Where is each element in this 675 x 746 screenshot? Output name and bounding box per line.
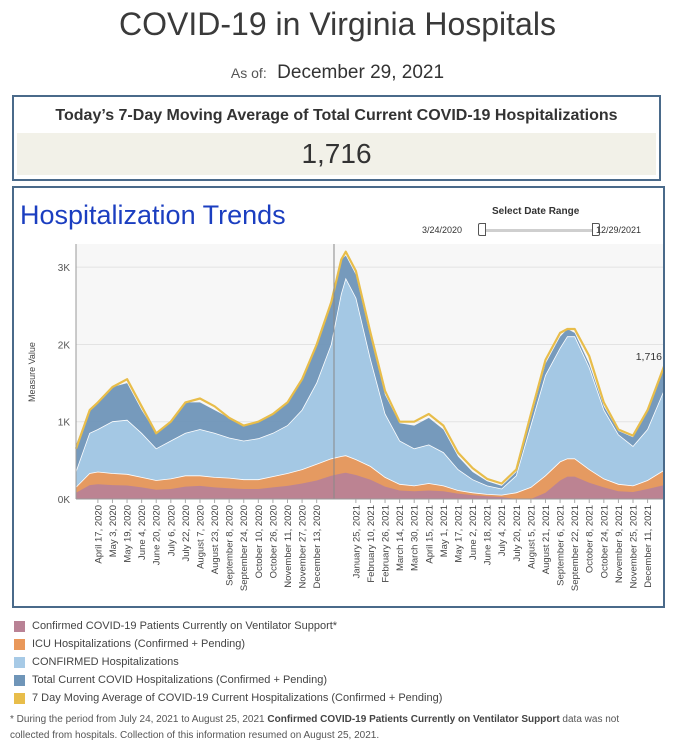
x-tick-label: August 21, 2021: [541, 505, 552, 574]
legend-label: ICU Hospitalizations (Confirmed + Pendin…: [32, 638, 246, 650]
x-tick-label: February 26, 2021: [381, 505, 392, 583]
x-tick-label: November 25, 2021: [629, 505, 640, 588]
x-tick-label: June 2, 2021: [468, 505, 479, 560]
x-tick-label: October 26, 2020: [268, 505, 279, 578]
date-range-end: 12/29/2021: [596, 225, 642, 235]
x-tick-label: July 4, 2021: [497, 505, 508, 556]
legend-swatch: [14, 656, 25, 668]
trends-panel: 0K 1K 2K 3K Measure Value April 17, 2020 May 3…: [12, 186, 665, 608]
x-tick-label: June 20, 2020: [152, 505, 163, 565]
ventilator-area: [76, 472, 663, 499]
last-value-label: 1,716: [636, 351, 662, 363]
as-of-row: As of: December 29, 2021: [0, 62, 675, 84]
date-range-track[interactable]: [483, 229, 595, 232]
x-tick-label: October 8, 2021: [585, 505, 596, 573]
legend-swatch: [14, 620, 25, 632]
footnote-prefix: * During the period from July 24, 2021 t…: [10, 714, 268, 725]
legend-item-total[interactable]: Total Current COVID Hospitalizations (Co…: [14, 671, 442, 689]
date-range-label: Select Date Range: [492, 206, 580, 217]
x-tick-label: June 18, 2021: [483, 505, 494, 565]
legend-swatch: [14, 692, 25, 704]
x-tick-label: November 9, 2021: [614, 505, 625, 583]
legend-swatch: [14, 674, 25, 686]
legend-item-confirmed[interactable]: CONFIRMED Hospitalizations: [14, 653, 442, 671]
x-tick-label: May 19, 2020: [123, 505, 134, 563]
x-tick-label: June 4, 2020: [137, 505, 148, 560]
x-tick-label: July 20, 2021: [512, 505, 523, 562]
x-tick-label: October 10, 2020: [254, 505, 265, 578]
x-tick-label: September 22, 2021: [570, 505, 581, 591]
x-tick-label: September 24, 2020: [239, 505, 250, 591]
x-tick-label: October 24, 2021: [599, 505, 610, 578]
trend-chart[interactable]: 0K 1K 2K 3K Measure Value April 17, 2020 May 3…: [14, 188, 663, 606]
confirmed-area: [75, 277, 663, 500]
moving-average-line: [74, 250, 663, 485]
legend-label: Confirmed COVID-19 Patients Currently on…: [32, 620, 338, 632]
icu-edge: [75, 455, 663, 496]
x-tick-label: July 6, 2020: [166, 505, 177, 556]
x-tick-label: May 3, 2020: [108, 505, 119, 557]
x-tick-label: April 17, 2020: [93, 505, 104, 564]
kpi-panel: Today’s 7-Day Moving Average of Total Cu…: [12, 95, 661, 181]
legend-item-icu[interactable]: ICU Hospitalizations (Confirmed + Pendin…: [14, 635, 442, 653]
x-tick-label: March 14, 2021: [395, 505, 406, 571]
y-tick-label: 2K: [58, 340, 71, 351]
page-title: COVID-19 in Virginia Hospitals: [119, 6, 556, 42]
as-of-date: December 29, 2021: [277, 62, 445, 83]
x-tick-label: March 30, 2021: [410, 505, 421, 571]
chart-legend: Confirmed COVID-19 Patients Currently on…: [14, 617, 442, 707]
x-tick-label: September 8, 2020: [225, 505, 236, 586]
legend-swatch: [14, 638, 25, 650]
y-tick-label: 1K: [58, 418, 71, 429]
y-tick-label: 0K: [58, 495, 71, 506]
x-tick-label: May 1, 2021: [439, 505, 450, 557]
legend-label: CONFIRMED Hospitalizations: [32, 656, 179, 668]
date-range-start-handle[interactable]: [478, 223, 486, 236]
x-tick-label: September 6, 2021: [556, 505, 567, 586]
kpi-heading: Today’s 7-Day Moving Average of Total Cu…: [55, 107, 618, 124]
kpi-value: 1,716: [17, 133, 656, 175]
x-tick-label: November 11, 2020: [283, 505, 294, 588]
x-tick-label: February 10, 2021: [366, 505, 377, 583]
trends-title: Hospitalization Trends: [20, 200, 286, 230]
footnote-suffix: data was not collected from hospitals. C…: [10, 714, 620, 741]
date-range-end-handle[interactable]: [592, 223, 600, 236]
y-tick-label: 3K: [58, 263, 71, 274]
date-range-start: 3/24/2020: [422, 225, 463, 235]
x-tick-label: August 7, 2020: [196, 505, 207, 569]
y-axis-label: Measure Value: [27, 342, 37, 402]
legend-item-moving-average[interactable]: 7 Day Moving Average of COVID-19 Current…: [14, 689, 442, 707]
x-tick-label: December 13, 2020: [312, 505, 323, 588]
x-tick-label: August 23, 2020: [210, 505, 221, 574]
x-tick-label: July 22, 2020: [181, 505, 192, 562]
x-tick-label: November 27, 2020: [298, 505, 309, 588]
x-tick-label: January 25, 2021: [351, 505, 362, 578]
x-tick-label: December 11, 2021: [643, 505, 654, 588]
x-tick-label: May 17, 2021: [454, 505, 465, 563]
footnote-bold: Confirmed COVID-19 Patients Currently on…: [267, 714, 560, 725]
legend-label: 7 Day Moving Average of COVID-19 Current…: [32, 692, 443, 704]
footnote: * During the period from July 24, 2021 t…: [10, 712, 660, 744]
x-tick-label: August 5, 2021: [526, 505, 537, 569]
as-of-label: As of:: [230, 65, 267, 81]
legend-label: Total Current COVID Hospitalizations (Co…: [32, 674, 327, 686]
legend-item-ventilator[interactable]: Confirmed COVID-19 Patients Currently on…: [14, 617, 442, 635]
x-tick-label: April 15, 2021: [424, 505, 435, 564]
